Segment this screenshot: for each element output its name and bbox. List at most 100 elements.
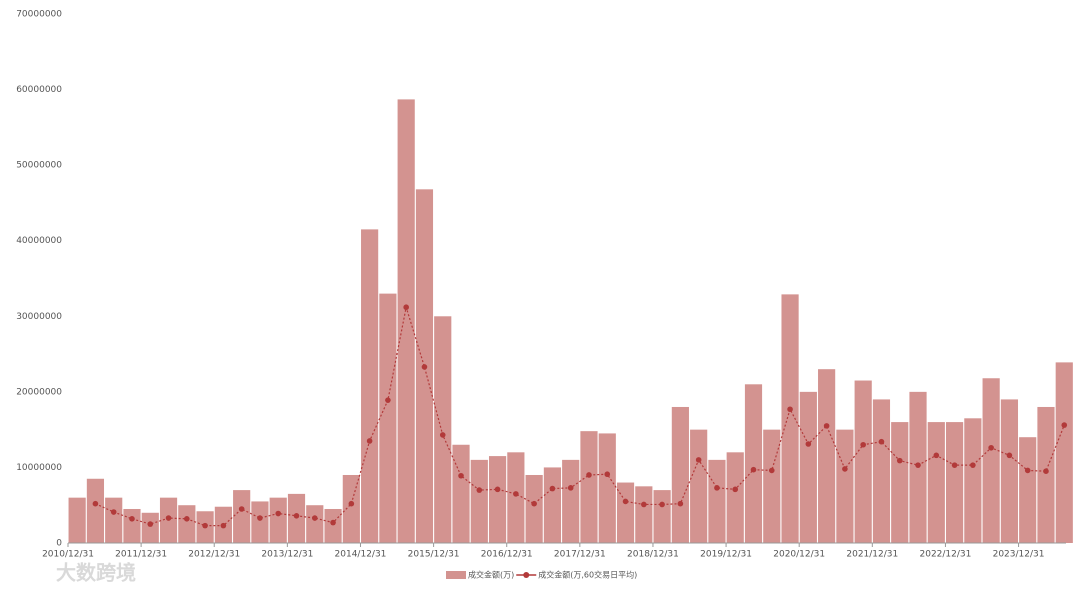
bar: [1037, 406, 1055, 543]
line-point: [695, 457, 702, 463]
line-point: [714, 485, 720, 491]
x-tick-label: 2017/12/31: [554, 550, 606, 560]
bar: [543, 467, 562, 543]
bar: [836, 429, 854, 543]
line-point: [202, 522, 208, 529]
y-tick-label: 0: [56, 539, 62, 549]
x-tick-label: 2012/12/31: [188, 550, 240, 560]
line-point: [732, 486, 739, 493]
line-point: [147, 521, 154, 527]
bar: [269, 497, 287, 543]
line-point: [330, 519, 336, 526]
x-tick-label: 2015/12/31: [408, 550, 460, 560]
y-tick-label: 50000000: [16, 161, 62, 171]
line-point: [896, 457, 903, 464]
bar: [872, 399, 891, 543]
x-tick-label: 2023/12/31: [993, 550, 1045, 560]
line-point: [421, 364, 428, 370]
legend-label: 成交金额(万,60交易日平均): [538, 570, 637, 580]
bar: [945, 422, 964, 543]
bar: [178, 505, 196, 543]
bar: [361, 229, 379, 543]
bar: [397, 99, 415, 543]
bar: [982, 378, 1000, 543]
bar: [141, 512, 159, 543]
bar: [525, 474, 543, 543]
line-point: [622, 498, 629, 505]
line-point: [805, 441, 812, 447]
line-point: [257, 515, 263, 521]
line-point: [238, 506, 245, 512]
x-tick-label: 2011/12/31: [115, 550, 167, 560]
bar: [105, 497, 123, 543]
bar: [635, 486, 653, 543]
y-tick-label: 20000000: [16, 387, 62, 397]
legend-swatch: [523, 572, 530, 578]
line-point: [1061, 422, 1068, 428]
watermark: 大数跨境: [56, 561, 136, 585]
x-tick-label: 2021/12/31: [846, 550, 898, 560]
line-point: [842, 466, 848, 472]
line-point: [385, 397, 391, 403]
line-point: [641, 501, 647, 508]
bar: [964, 418, 982, 543]
line-point: [494, 486, 501, 493]
y-tick-label: 40000000: [16, 236, 62, 246]
x-tick-label: 2020/12/31: [773, 550, 825, 560]
line-point: [988, 444, 994, 451]
line-point: [970, 462, 976, 468]
x-tick-label: 2022/12/31: [920, 550, 972, 560]
bar: [452, 444, 470, 543]
bar: [434, 316, 452, 543]
line-point: [549, 485, 556, 492]
line-point: [439, 432, 446, 438]
bar: [781, 294, 799, 543]
bar: [854, 380, 872, 543]
line-point: [348, 500, 355, 507]
y-tick-label: 70000000: [16, 10, 62, 20]
bar: [763, 429, 781, 543]
bar: [233, 490, 251, 543]
line-point: [184, 516, 190, 522]
bar: [616, 482, 635, 543]
bar: [324, 508, 342, 543]
line-point: [823, 423, 830, 429]
line-point: [513, 491, 519, 497]
line-point: [750, 466, 757, 473]
bar: [690, 429, 708, 543]
line-point: [1043, 468, 1049, 475]
line-point: [293, 512, 300, 519]
line-point: [92, 500, 99, 507]
bar: [726, 452, 744, 543]
x-tick-label: 2014/12/31: [335, 550, 387, 560]
bar: [671, 406, 689, 543]
bar: [470, 459, 488, 543]
x-tick-label: 2019/12/31: [700, 550, 752, 560]
line: [95, 307, 1065, 527]
line-point: [787, 406, 793, 413]
legend-label: 成交金额(万): [468, 570, 514, 580]
y-tick-label: 30000000: [16, 312, 62, 322]
bar: [123, 508, 141, 543]
line-point: [586, 472, 592, 478]
x-tick-label: 2018/12/31: [627, 550, 679, 560]
line-point: [311, 515, 318, 521]
bar: [1055, 362, 1073, 543]
bar: [488, 456, 507, 543]
line-point: [129, 516, 135, 522]
line-point: [366, 438, 373, 444]
line-point: [604, 471, 611, 478]
bar: [306, 505, 324, 543]
bar: [507, 452, 525, 543]
bar: [342, 474, 360, 543]
legend-swatch: [446, 571, 466, 579]
line-point: [476, 487, 483, 493]
bar: [68, 497, 86, 543]
bar: [818, 369, 836, 543]
line-point: [915, 462, 921, 468]
line-point: [567, 485, 574, 491]
bar: [562, 459, 580, 543]
line-point: [1006, 452, 1013, 459]
line-point: [275, 510, 282, 517]
x-tick-label: 2016/12/31: [481, 550, 533, 560]
